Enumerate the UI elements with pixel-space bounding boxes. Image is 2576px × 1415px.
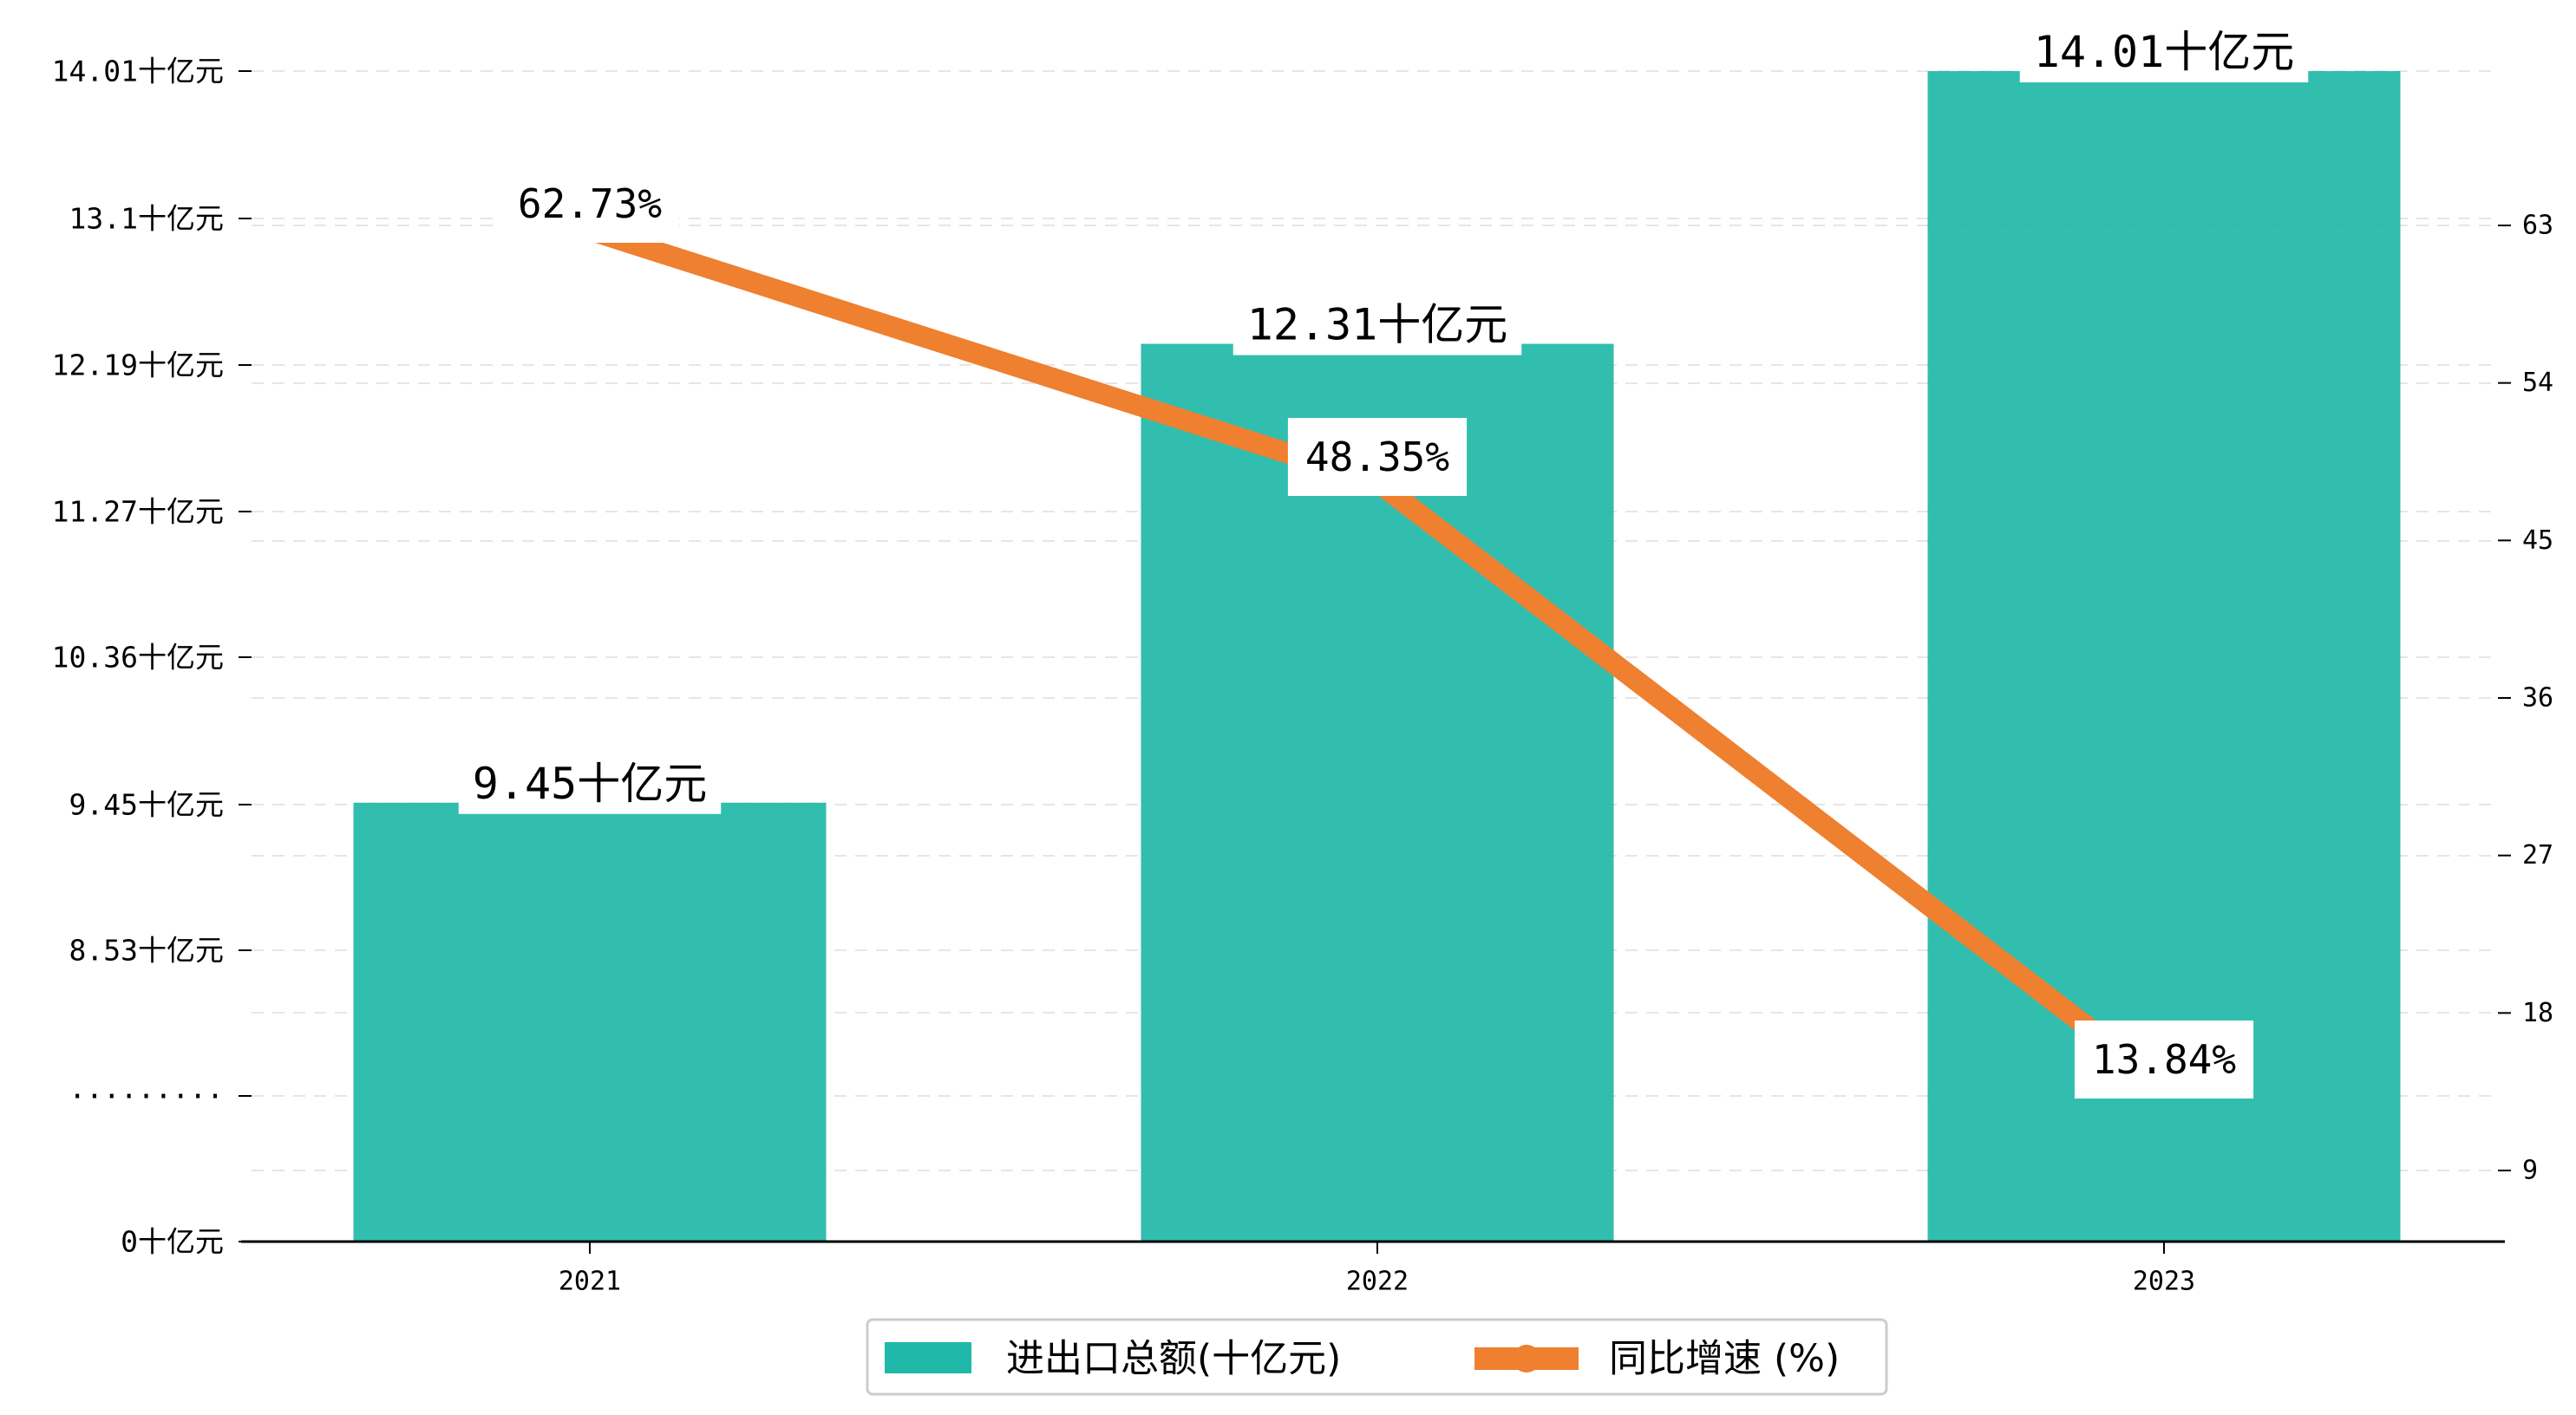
bar-value-labels: 9.45十亿元 12.31十亿元 14.01十亿元	[458, 22, 2309, 814]
bar-series	[353, 71, 2401, 1242]
growth-label-2021-text: 62.73%	[518, 180, 662, 227]
right-tick-label: 27	[2522, 840, 2553, 871]
right-tick-label: 18	[2522, 998, 2553, 1028]
legend-line-label: 同比增速 (%)	[1609, 1337, 1840, 1381]
bar-label-2023: 14.01十亿元	[2019, 22, 2309, 82]
bar-label-2022-text: 12.31十亿元	[1247, 300, 1508, 350]
bar-label-2021: 9.45十亿元	[458, 753, 722, 814]
x-tick-label: 2021	[559, 1267, 621, 1297]
right-tick-label: 36	[2522, 683, 2553, 714]
legend-box	[866, 1318, 1888, 1396]
left-tick-label: 13.1十亿元	[69, 202, 224, 236]
legend-bar-label: 进出口总额(十亿元)	[1006, 1337, 1341, 1381]
bar-label-2022: 12.31十亿元	[1232, 294, 1522, 355]
x-tick-label: 2023	[2133, 1267, 2195, 1297]
growth-label-2021: 62.73%	[500, 165, 680, 243]
right-tick-label: 9	[2522, 1156, 2538, 1186]
left-tick-label: 11.27十亿元	[52, 495, 224, 529]
left-tick-label: ·········	[69, 1079, 224, 1113]
bar-label-2021-text: 9.45十亿元	[473, 759, 707, 809]
left-tick-label: 8.53十亿元	[69, 934, 224, 968]
bar-label-2023-text: 14.01十亿元	[2034, 27, 2295, 77]
left-tick-label: 10.36十亿元	[52, 641, 224, 675]
left-tick-label: 9.45十亿元	[69, 788, 224, 822]
bar-2021	[353, 802, 827, 1242]
x-tick-label: 2022	[1346, 1267, 1409, 1297]
left-tick-label: 14.01十亿元	[52, 55, 224, 88]
legend: 进出口总额(十亿元) 同比增速 (%)	[866, 1318, 1888, 1396]
growth-label-2022: 48.35%	[1287, 418, 1468, 496]
line-value-labels: 62.73% 48.35% 13.84%	[500, 165, 2254, 1099]
growth-label-2023: 13.84%	[2074, 1020, 2254, 1099]
right-tick-label: 54	[2522, 368, 2553, 398]
axes: 0十亿元 ········· 8.53十亿元 9.45十亿元 10.36十亿元 11.27…	[52, 55, 2553, 1297]
growth-label-2023-text: 13.84%	[2092, 1036, 2236, 1083]
legend-line-marker	[1513, 1345, 1540, 1373]
right-tick-label: 63	[2522, 211, 2553, 241]
growth-label-2022-text: 48.35%	[1305, 434, 1449, 480]
legend-bar-swatch	[885, 1342, 971, 1373]
left-tick-label: 12.19十亿元	[52, 349, 224, 382]
left-tick-label: 0十亿元	[121, 1225, 224, 1259]
right-tick-label: 45	[2522, 525, 2553, 556]
